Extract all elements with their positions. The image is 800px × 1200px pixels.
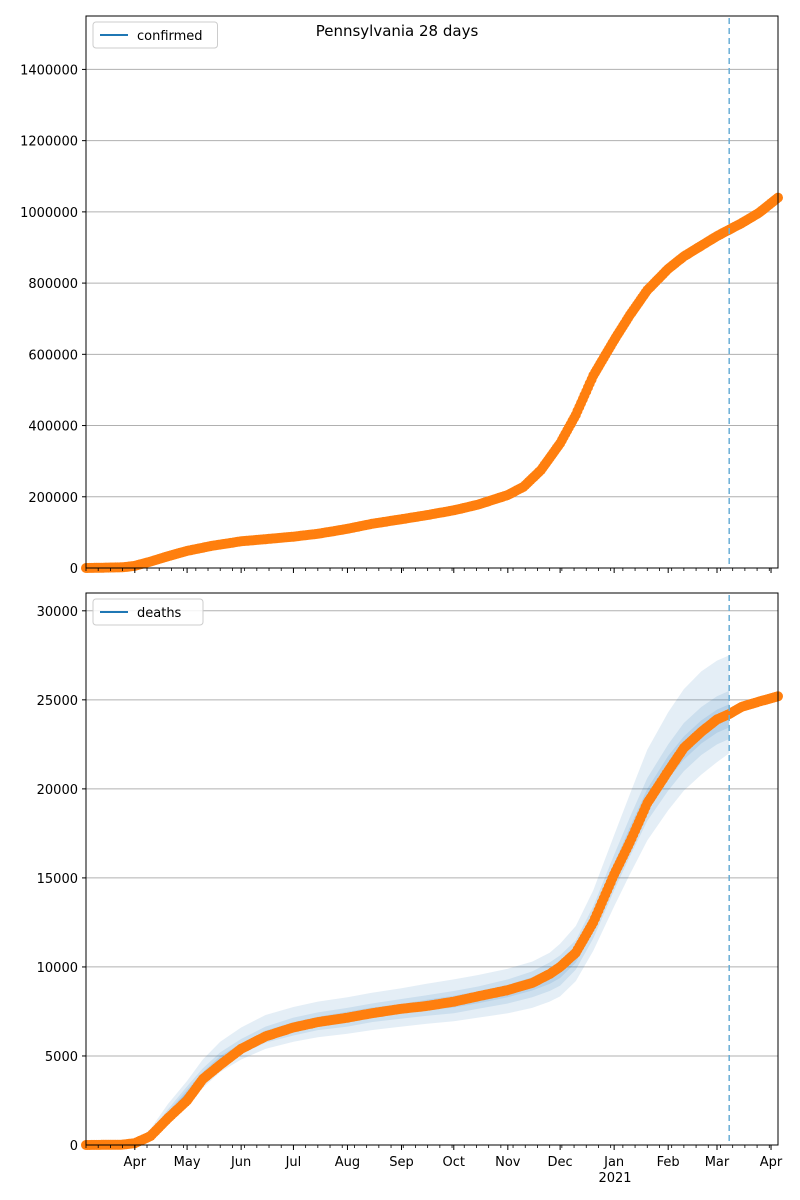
x-tick-label: May [174, 1155, 201, 1170]
x-tick-label: Oct [443, 1155, 465, 1170]
x-tick-label: Aug [335, 1155, 360, 1170]
y-tick-label: 1000000 [20, 206, 78, 221]
x-tick-label: Dec [548, 1155, 573, 1170]
y-tick-label: 1400000 [20, 63, 78, 78]
y-tick-label: 400000 [28, 420, 78, 435]
y-tick-label: 5000 [45, 1050, 78, 1065]
x-tick-label: Apr [124, 1155, 147, 1170]
y-tick-label: 0 [70, 1139, 78, 1154]
x-tick-label: Nov [495, 1155, 521, 1170]
legend: confirmed [92, 21, 218, 49]
y-tick-label: 200000 [28, 491, 78, 506]
y-tick-label: 15000 [37, 872, 78, 887]
y-tick-label: 20000 [37, 783, 78, 798]
observed-series [81, 192, 783, 573]
legend: deaths [92, 598, 204, 626]
x-tick-label: Jan [603, 1155, 624, 1170]
figure-title: Pennsylvania 28 days [316, 22, 479, 40]
legend-box [92, 21, 218, 49]
median-line [85, 715, 730, 1146]
axes-frame [85, 15, 779, 569]
x-tick-label: Jul [285, 1155, 302, 1170]
deaths-panel: 0 5000 10000 15000 20000 25000 30000 deaths [37, 592, 783, 1154]
x-tick-label: Mar [705, 1155, 730, 1170]
y-tick-label: 30000 [37, 605, 78, 620]
legend-label: confirmed [137, 29, 203, 44]
uncertainty-band [86, 704, 730, 1145]
x-tick-label: Jun [230, 1155, 251, 1170]
x-tick-label: Feb [657, 1155, 680, 1170]
y-tick-label: 600000 [28, 348, 78, 363]
legend-box [92, 598, 204, 626]
observed-series [81, 691, 783, 1150]
y-tick-label: 1200000 [20, 135, 78, 150]
y-tick-label: 25000 [37, 694, 78, 709]
legend-label: deaths [137, 606, 182, 621]
x-year-label: 2021 [598, 1171, 631, 1186]
uncertainty-band [86, 690, 730, 1145]
y-tick-label: 800000 [28, 277, 78, 292]
x-tick-label: Sep [389, 1155, 414, 1170]
confirmed-panel: 0 200000 400000 600000 800000 1000000 1200000 1… [20, 15, 783, 577]
y-tick-label: 0 [70, 562, 78, 577]
y-tick-label: 10000 [37, 961, 78, 976]
axes-frame [85, 592, 779, 1146]
x-axis-labels: Apr May Jun Jul Aug Sep Oct Nov Dec Jan Feb Mar Apr [124, 1155, 783, 1170]
x-tick-label: Apr [760, 1155, 783, 1170]
uncertainty-band [86, 655, 730, 1145]
